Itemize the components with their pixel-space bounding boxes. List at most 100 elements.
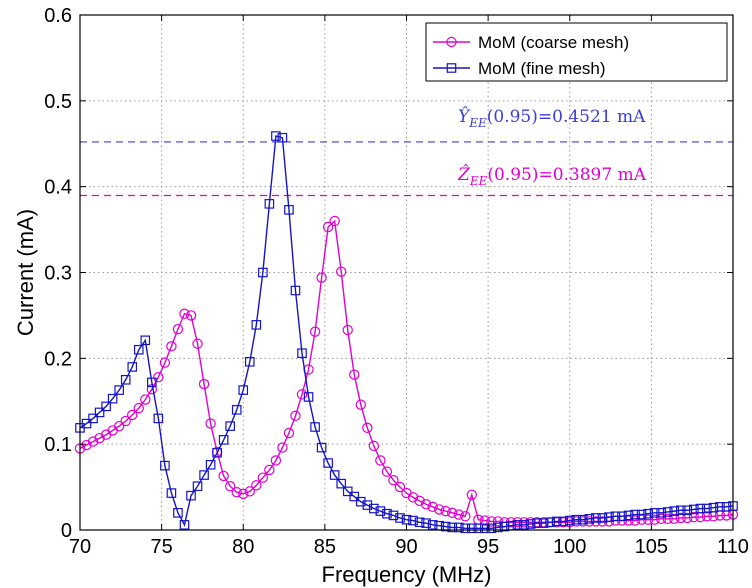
data-point (532, 518, 542, 528)
data-point (669, 506, 680, 516)
data-point (388, 510, 399, 521)
x-tick-label: 105 (635, 536, 668, 558)
data-point (407, 492, 419, 503)
data-point (655, 513, 667, 525)
x-tick-label: 95 (477, 536, 499, 558)
data-point (342, 486, 353, 497)
x-tick-label: 75 (151, 536, 173, 558)
legend-label: MoM (fine mesh) (478, 59, 606, 78)
series-fine-mesh (75, 131, 738, 534)
data-point (643, 508, 653, 519)
data-point (107, 393, 118, 404)
data-point (453, 522, 464, 533)
data-point (290, 410, 301, 422)
legend-marker (446, 36, 457, 48)
data-point (224, 481, 236, 492)
data-point (480, 523, 490, 534)
data-point (702, 503, 712, 514)
data-point (153, 413, 164, 424)
data-point (251, 480, 262, 491)
data-point (466, 489, 477, 501)
data-point (401, 514, 412, 525)
data-point (578, 514, 588, 525)
data-point (133, 344, 144, 355)
data-point (682, 512, 693, 524)
data-point (675, 512, 686, 524)
data-point (617, 511, 627, 522)
data-point (336, 478, 346, 489)
data-point (414, 495, 425, 507)
data-point (493, 522, 503, 533)
data-point (322, 221, 334, 233)
x-tick-label: 70 (69, 536, 91, 558)
data-point (369, 503, 379, 514)
data-point (251, 320, 262, 330)
data-point (460, 511, 471, 522)
data-point (349, 369, 360, 380)
data-point (656, 508, 666, 518)
data-point (271, 131, 281, 141)
data-point (199, 470, 209, 480)
data-point (88, 413, 98, 424)
data-point (479, 515, 491, 526)
data-point (323, 458, 333, 468)
data-point (297, 348, 307, 358)
data-point (120, 415, 131, 427)
data-point (81, 439, 92, 451)
data-point (453, 509, 464, 520)
data-point (512, 520, 523, 530)
data-point (571, 514, 582, 525)
data-point (94, 407, 105, 418)
data-point (81, 418, 92, 429)
data-point (127, 409, 138, 421)
data-point (173, 508, 183, 518)
data-point (388, 475, 399, 486)
data-point (473, 523, 484, 534)
data-point (375, 506, 386, 516)
y-axis-label: Current (mA) (13, 209, 38, 336)
data-point (558, 516, 569, 527)
data-point (519, 520, 529, 530)
data-point (205, 459, 216, 470)
data-point (277, 132, 288, 143)
ticks (79, 14, 734, 531)
data-point (212, 447, 222, 458)
data-point (277, 442, 288, 453)
legend: MoM (coarse mesh) MoM (fine mesh) (425, 22, 728, 82)
data-point (120, 374, 131, 385)
data-point (408, 515, 418, 526)
data-point (349, 491, 360, 502)
data-point (440, 521, 451, 532)
data-point (257, 472, 269, 483)
data-point (133, 402, 144, 414)
data-point (701, 511, 713, 522)
data-point (218, 435, 229, 445)
data-point (290, 285, 301, 296)
data-point (395, 513, 405, 523)
data-point (127, 362, 138, 372)
data-point (303, 392, 314, 402)
data-point (140, 335, 151, 346)
y-tick-label: 0.5 (44, 91, 72, 113)
legend-box (425, 22, 728, 82)
data-point (87, 436, 99, 447)
data-point (316, 442, 327, 453)
series-line (79, 135, 734, 529)
data-point (649, 508, 660, 518)
data-point (689, 504, 699, 515)
x-tick-label: 80 (232, 536, 254, 558)
data-point (636, 509, 647, 520)
data-point (486, 523, 497, 534)
data-point (114, 385, 124, 395)
data-point (362, 422, 373, 434)
data-point (244, 486, 255, 497)
data-point (342, 324, 353, 336)
data-point (264, 464, 275, 476)
data-point (695, 503, 706, 514)
data-point (525, 519, 536, 529)
data-point (708, 502, 719, 513)
data-point (329, 470, 340, 480)
tick-labels: 70 75 80 85 90 95 100 105 110 0 0.1 0.2 0.3 0.4 0.5 0.6 (44, 5, 749, 558)
data-point (427, 501, 438, 513)
